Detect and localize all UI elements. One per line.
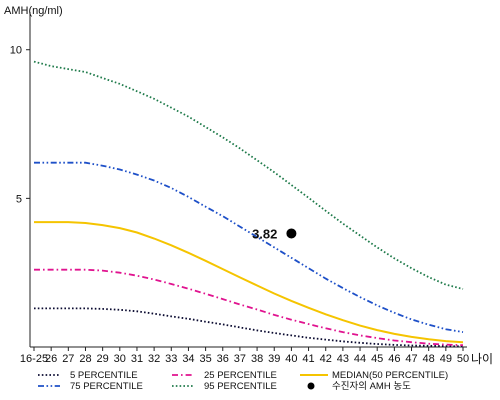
x-tick-label: 36 — [217, 353, 229, 365]
x-tick-label: 45 — [371, 353, 383, 365]
legend-label: 5 PERCENTILE — [70, 370, 138, 381]
x-tick-label: 33 — [165, 353, 177, 365]
x-tick-label: 32 — [148, 353, 160, 365]
x-tick-label: 42 — [320, 353, 332, 365]
series-line — [34, 161, 464, 333]
x-tick-label: 43 — [337, 353, 349, 365]
x-tick-label: 31 — [131, 353, 143, 365]
x-tick-label: 29 — [97, 353, 109, 365]
x-tick-label: 28 — [79, 353, 91, 365]
series-line — [34, 221, 464, 344]
x-tick-label: 38 — [251, 353, 263, 365]
x-tick-label: 26 — [45, 353, 57, 365]
legend-label: 25 PERCENTILE — [204, 370, 277, 381]
chart-series-lines — [33, 60, 464, 348]
x-tick-label: 39 — [268, 353, 280, 365]
y-axis-title: AMH(ng/ml) — [4, 5, 63, 17]
x-tick-label: 40 — [285, 353, 297, 365]
patient-point-marker — [286, 228, 297, 239]
x-tick-label: 50 — [457, 353, 469, 365]
x-tick-label: 27 — [62, 353, 74, 365]
x-tick-label: 41 — [302, 353, 314, 365]
chart-legend: 5 PERCENTILE 25 PERCENTILE MEDIAN(50 PERCE… — [38, 370, 448, 392]
legend-label: 수진자의 AMH 농도 — [332, 381, 411, 392]
x-tick-label: 37 — [234, 353, 246, 365]
x-axis-title: 나이 — [471, 352, 493, 366]
series-line — [33, 60, 464, 290]
x-tick-label: 46 — [388, 353, 400, 365]
legend-point-marker — [307, 382, 315, 390]
patient-point-value-label: 3.82 — [252, 226, 277, 241]
legend-label: MEDIAN(50 PERCENTILE) — [332, 370, 448, 381]
y-tick-label: 5 — [16, 193, 22, 205]
x-tick-label: 48 — [423, 353, 435, 365]
x-tick-label: 47 — [405, 353, 417, 365]
x-tick-label: 34 — [182, 353, 194, 365]
patient-point-group: 3.82 — [252, 226, 297, 241]
x-tick-label: 35 — [199, 353, 211, 365]
x-tick-label: 16-25 — [20, 353, 48, 365]
series-line — [34, 268, 464, 347]
legend-label: 95 PERCENTILE — [204, 381, 277, 392]
y-tick-label: 10 — [10, 45, 22, 57]
x-tick-label: 44 — [354, 353, 366, 365]
x-tick-label: 30 — [114, 353, 126, 365]
legend-label: 75 PERCENTILE — [70, 381, 143, 392]
x-tick-label: 49 — [440, 353, 452, 365]
